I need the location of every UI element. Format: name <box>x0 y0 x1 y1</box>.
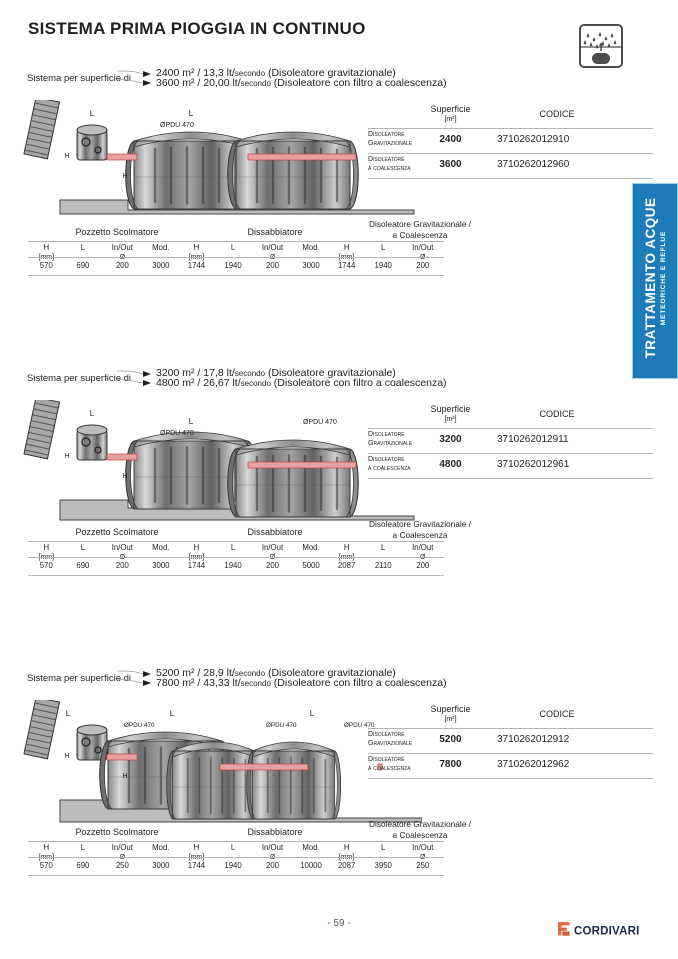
svg-text:H: H <box>122 173 127 180</box>
svg-text:ØPDU 470: ØPDU 470 <box>266 722 297 729</box>
svg-text:H: H <box>64 153 69 160</box>
svg-text:H: H <box>64 753 69 760</box>
svg-text:ØPDU 470: ØPDU 470 <box>124 722 155 729</box>
svg-text:ØPDU 470: ØPDU 470 <box>160 430 194 437</box>
svg-text:H: H <box>64 453 69 460</box>
svg-text:L: L <box>66 709 71 718</box>
svg-text:L: L <box>90 109 95 118</box>
svg-text:CORDIVARI: CORDIVARI <box>574 925 639 937</box>
svg-text:L: L <box>90 409 95 418</box>
svg-text:ØPDU 470: ØPDU 470 <box>303 419 337 426</box>
svg-text:L: L <box>189 109 194 118</box>
svg-text:L: L <box>189 417 194 426</box>
svg-text:H: H <box>122 473 127 480</box>
svg-text:L: L <box>170 709 175 718</box>
svg-text:L: L <box>310 709 315 718</box>
svg-text:ØPDU 470: ØPDU 470 <box>160 122 194 129</box>
svg-text:H: H <box>122 773 127 780</box>
